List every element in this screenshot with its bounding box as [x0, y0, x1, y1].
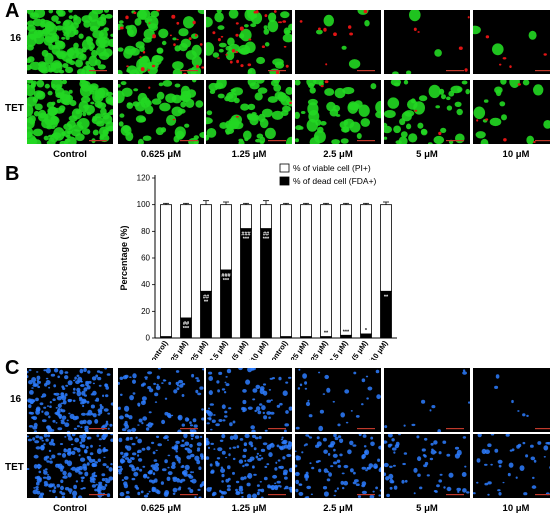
bar-viable-4	[240, 204, 252, 230]
significance-mark: **	[324, 331, 329, 337]
nuclear-stain-micrograph-tet-10	[473, 434, 550, 498]
nuclear-stain-micrograph-tet-control	[27, 434, 113, 498]
legend-swatch-dead	[279, 176, 290, 186]
significance-mark: **	[204, 299, 209, 305]
panel-c-col-label-10: 10 μM	[502, 503, 530, 514]
significance-mark: ***	[243, 237, 250, 243]
nuclear-stain-micrograph-16-25	[295, 368, 381, 432]
significance-mark: **	[384, 294, 389, 300]
bar-dead-7	[300, 336, 312, 339]
bar-viable-11	[380, 204, 392, 292]
significance-mark: ***	[183, 326, 190, 332]
bar-dead-4	[240, 228, 252, 339]
y-tick-label: 100	[137, 200, 151, 209]
significance-mark: *	[365, 328, 368, 334]
significance-mark: ##	[203, 294, 209, 300]
nuclear-stain-micrograph-16-0625	[118, 368, 204, 432]
panel-a-row-label-16: 16	[10, 33, 22, 44]
bar-dead-10	[360, 333, 372, 339]
panel-a-col-label-125: 1.25 μM	[231, 149, 267, 160]
x-tick-label: 16 (5 μM)	[224, 339, 250, 360]
panel-c-col-label-25: 2.5 μM	[323, 503, 353, 514]
legend-swatch-viable	[279, 163, 290, 173]
live-dead-micrograph-tet-control	[27, 80, 113, 144]
y-tick-label: 80	[141, 227, 150, 236]
significance-mark: ***	[343, 329, 350, 335]
significance-mark: ##	[263, 232, 269, 238]
nuclear-stain-micrograph-tet-0625	[118, 434, 204, 498]
panel-a-col-label-5: 5 μM	[416, 149, 438, 160]
bar-dead-5	[260, 228, 272, 339]
live-dead-micrograph-16-125	[206, 10, 292, 74]
significance-mark: ***	[263, 237, 270, 243]
bar-viable-10	[360, 204, 372, 335]
live-dead-micrograph-tet-0625	[118, 80, 204, 144]
significance-mark: ##	[183, 321, 189, 327]
panel-a-col-label-0625: 0.625 μM	[140, 149, 182, 160]
nuclear-stain-micrograph-16-125	[206, 368, 292, 432]
nuclear-stain-micrograph-tet-125	[206, 434, 292, 498]
panel-c-col-label-5: 5 μM	[416, 503, 438, 514]
bar-viable-7	[300, 204, 312, 338]
nuclear-stain-micrograph-16-control	[27, 368, 113, 432]
bar-dead-11	[380, 290, 392, 339]
y-tick-label: 0	[146, 334, 151, 343]
live-dead-micrograph-16-0625	[118, 10, 204, 74]
live-dead-micrograph-16-control	[27, 10, 113, 74]
significance-mark: ###	[221, 273, 230, 279]
bar-dead-0	[160, 336, 172, 339]
y-axis-title: Percentage (%)	[119, 225, 129, 290]
legend-label-dead: % of dead cell (FDA+)	[293, 176, 377, 186]
panel-c-col-label-0625: 0.625 μM	[140, 503, 182, 514]
bar-viable-6	[280, 204, 292, 338]
legend-label-viable: % of viable cell (PI+)	[293, 163, 371, 173]
panel-b-letter: B	[5, 163, 20, 185]
bar-viable-5	[260, 204, 272, 230]
panel-a-col-label-10: 10 μM	[502, 149, 530, 160]
bar-viable-8	[320, 204, 332, 338]
nuclear-stain-micrograph-16-5	[384, 368, 470, 432]
bar-viable-3	[220, 204, 232, 271]
nuclear-stain-micrograph-tet-5	[384, 434, 470, 498]
panel-a-letter: A	[5, 0, 20, 22]
panel-a-col-label-control: Control	[53, 149, 87, 160]
nuclear-stain-micrograph-tet-25	[295, 434, 381, 498]
bar-viable-2	[200, 204, 212, 292]
bar-dead-1	[180, 317, 192, 339]
panel-a-col-label-25: 2.5 μM	[323, 149, 353, 160]
live-dead-micrograph-16-25	[295, 10, 381, 74]
bar-dead-8	[320, 336, 332, 339]
live-dead-micrograph-tet-10	[473, 80, 550, 144]
bar-dead-9	[340, 334, 352, 339]
y-tick-label: 20	[141, 307, 150, 316]
panel-c-col-label-125: 1.25 μM	[231, 503, 267, 514]
panel-c-letter: C	[5, 357, 20, 379]
x-tick-label: 16 (control)	[139, 339, 170, 360]
live-dead-micrograph-tet-125	[206, 80, 292, 144]
live-dead-micrograph-16-10	[473, 10, 550, 74]
panel-c-col-label-control: Control	[53, 503, 87, 514]
stacked-bar-chart: 0 20 40 60 80 100 120 Percentage (%) 16 (control…	[119, 163, 397, 360]
y-tick-label: 60	[141, 254, 150, 263]
panel-c-row-label-16: 16	[10, 394, 22, 405]
bar-dead-3	[220, 269, 232, 339]
live-dead-micrograph-tet-25	[295, 80, 381, 144]
bar-dead-2	[200, 290, 212, 339]
bar-viable-9	[340, 204, 352, 336]
bar-viable-1	[180, 204, 192, 319]
significance-mark: ###	[241, 232, 250, 238]
y-tick-label: 40	[141, 280, 150, 289]
significance-mark: ***	[223, 278, 230, 284]
bar-dead-6	[280, 336, 292, 339]
panel-a-row-label-tet: TET	[5, 103, 24, 114]
nuclear-stain-micrograph-16-10	[473, 368, 550, 432]
live-dead-micrograph-16-5	[384, 10, 470, 74]
live-dead-micrograph-tet-5	[384, 80, 470, 144]
panel-c-row-label-tet: TET	[5, 462, 24, 473]
y-tick-label: 120	[137, 174, 151, 183]
bar-viable-0	[160, 204, 172, 338]
